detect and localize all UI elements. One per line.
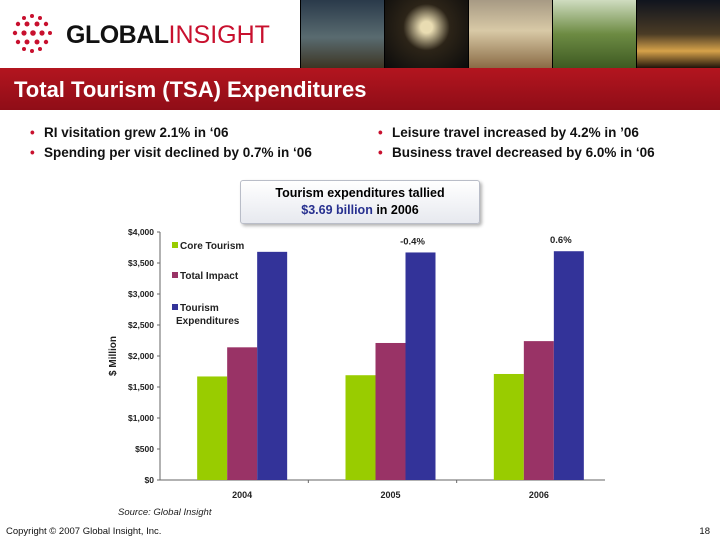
growth-annotation: 0.6% (550, 235, 572, 246)
garden-photo (552, 0, 636, 68)
source-note: Source: Global Insight (118, 507, 212, 518)
callout-suffix: in 2006 (372, 203, 419, 217)
bullet-item: Spending per visit declined by 0.7% in ‘… (30, 143, 312, 163)
bar-total-impact (375, 342, 406, 480)
callout-box: Tourism expenditures tallied $3.69 billi… (240, 180, 480, 224)
bar-total-impact (523, 341, 554, 480)
bar-tourism-expenditures (405, 252, 436, 480)
x-tick-label: 2004 (232, 490, 252, 500)
bullet-item: Business travel decreased by 6.0% in ‘06 (378, 143, 655, 163)
bar-core-tourism (493, 373, 524, 480)
interior-photo (384, 0, 468, 68)
y-tick-label: $0 (145, 475, 155, 485)
y-tick-label: $2,500 (128, 320, 154, 330)
global-insight-logo: GLOBALINSIGHT (10, 12, 300, 56)
page-number: 18 (699, 526, 710, 537)
x-tick-label: 2005 (380, 490, 400, 500)
y-tick-label: $3,000 (128, 289, 154, 299)
legend-label: Total Impact (180, 271, 239, 282)
brand-primary: GLOBAL (66, 21, 169, 49)
legend-label: Expenditures (176, 316, 240, 327)
bar-tourism-expenditures (257, 251, 288, 480)
callout-line2: $3.69 billion in 2006 (241, 202, 479, 219)
y-tick-label: $1,500 (128, 382, 154, 392)
y-tick-label: $3,500 (128, 258, 154, 268)
bullet-list-right: Leisure travel increased by 4.2% in ’06 … (378, 123, 655, 163)
bar-core-tourism (197, 376, 228, 480)
lighthouse-photo (300, 0, 384, 68)
city-night-photo (636, 0, 720, 68)
y-tick-label: $500 (135, 444, 154, 454)
y-tick-label: $2,000 (128, 351, 154, 361)
growth-annotation: -0.4% (400, 236, 425, 247)
legend-swatch (172, 304, 178, 310)
y-tick-label: $1,000 (128, 413, 154, 423)
bar-core-tourism (345, 375, 376, 480)
callout-line1: Tourism expenditures tallied (275, 186, 445, 200)
bullet-item: RI visitation grew 2.1% in ‘06 (30, 123, 312, 143)
x-tick-label: 2006 (529, 490, 549, 500)
legend-label: Tourism (180, 303, 219, 314)
bullet-item: Leisure travel increased by 4.2% in ’06 (378, 123, 655, 143)
legend-swatch (172, 242, 178, 248)
brand-secondary: INSIGHT (168, 21, 270, 49)
bullet-list-left: RI visitation grew 2.1% in ‘06 Spending … (30, 123, 312, 163)
legend-label: Core Tourism (180, 241, 244, 252)
callout-amount: $3.69 billion (301, 203, 373, 217)
y-tick-label: $4,000 (128, 227, 154, 237)
header-photo-strip (300, 0, 720, 68)
brand-wordmark: GLOBALINSIGHT (66, 21, 270, 50)
legend-swatch (172, 272, 178, 278)
copyright: Copyright © 2007 Global Insight, Inc. (6, 526, 162, 537)
y-axis-label: $ Million (108, 336, 119, 376)
ballroom-photo (468, 0, 552, 68)
bar-total-impact (227, 347, 258, 480)
globe-dots-icon (12, 14, 52, 53)
page-title: Total Tourism (TSA) Expenditures (14, 77, 367, 102)
title-bar: Total Tourism (TSA) Expenditures (0, 68, 720, 110)
bar-tourism-expenditures (553, 251, 584, 480)
